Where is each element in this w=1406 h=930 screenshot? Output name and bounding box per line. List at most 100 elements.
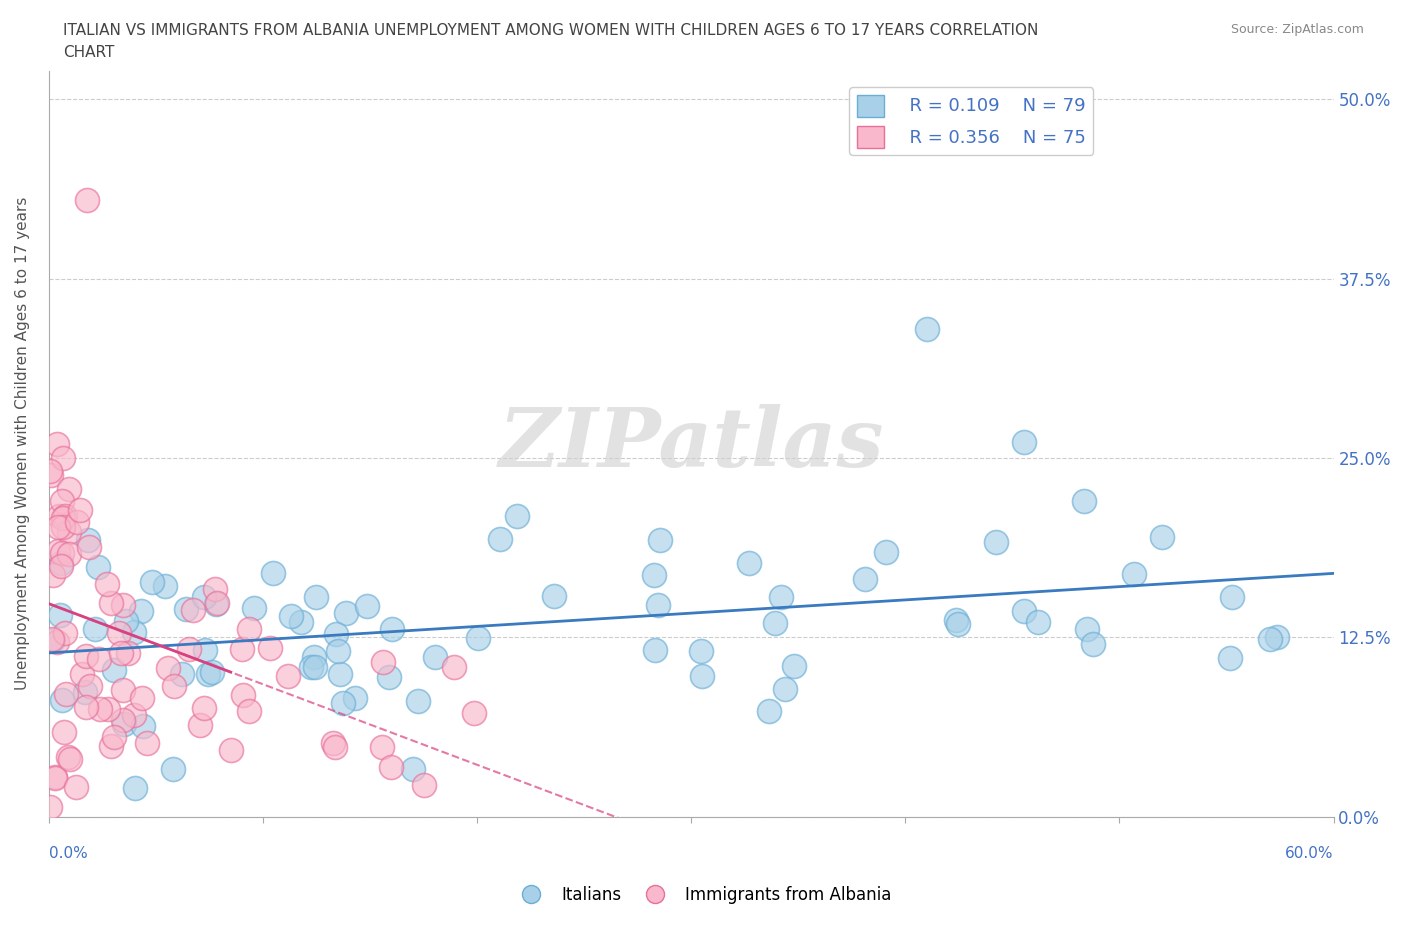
Y-axis label: Unemployment Among Women with Children Ages 6 to 17 years: Unemployment Among Women with Children A…: [15, 197, 30, 690]
Point: [111, 713, 134, 728]
Point: [647, 598, 669, 613]
Point: [373, 655, 395, 670]
Point: [1265, 630, 1288, 644]
Point: [100, 596, 122, 611]
Point: [371, 739, 394, 754]
Point: [153, 578, 176, 593]
Point: [305, 590, 328, 604]
Point: [853, 571, 876, 586]
Point: [467, 631, 489, 645]
Point: [75, 700, 97, 715]
Point: [488, 531, 510, 546]
Point: [1076, 621, 1098, 636]
Point: [259, 640, 281, 655]
Point: [945, 612, 967, 627]
Point: [769, 590, 792, 604]
Point: [335, 606, 357, 621]
Point: [193, 643, 215, 658]
Point: [122, 707, 145, 722]
Point: [51, 559, 73, 574]
Point: [44, 770, 66, 785]
Point: [129, 604, 152, 618]
Point: [1152, 529, 1174, 544]
Point: [207, 595, 229, 610]
Point: [117, 645, 139, 660]
Point: [49, 556, 72, 571]
Point: [97, 702, 120, 717]
Point: [83, 621, 105, 636]
Point: [773, 682, 796, 697]
Point: [65, 779, 87, 794]
Point: [193, 590, 215, 604]
Point: [58, 750, 80, 764]
Point: [690, 669, 713, 684]
Point: [103, 662, 125, 677]
Point: [131, 691, 153, 706]
Point: [1219, 650, 1241, 665]
Point: [690, 644, 713, 658]
Point: [42, 567, 65, 582]
Point: [156, 660, 179, 675]
Text: ITALIAN VS IMMIGRANTS FROM ALBANIA UNEMPLOYMENT AMONG WOMEN WITH CHILDREN AGES 6: ITALIAN VS IMMIGRANTS FROM ALBANIA UNEMP…: [63, 23, 1039, 38]
Point: [763, 616, 786, 631]
Point: [89, 701, 111, 716]
Legend:   R = 0.109    N = 79,   R = 0.356    N = 75: R = 0.109 N = 79, R = 0.356 N = 75: [849, 87, 1094, 154]
Point: [77, 532, 100, 547]
Point: [39, 468, 62, 483]
Point: [52, 511, 75, 525]
Point: [648, 533, 671, 548]
Point: [946, 617, 969, 631]
Point: [41, 631, 63, 646]
Point: [51, 546, 73, 561]
Point: [141, 575, 163, 590]
Point: [758, 703, 780, 718]
Point: [332, 696, 354, 711]
Point: [70, 666, 93, 681]
Point: [111, 598, 134, 613]
Text: Source: ZipAtlas.com: Source: ZipAtlas.com: [1230, 23, 1364, 36]
Point: [96, 577, 118, 591]
Point: [783, 659, 806, 674]
Point: [1014, 604, 1036, 618]
Point: [75, 684, 97, 699]
Point: [1258, 631, 1281, 646]
Point: [112, 716, 135, 731]
Point: [1026, 615, 1049, 630]
Point: [304, 660, 326, 675]
Point: [238, 621, 260, 636]
Point: [200, 664, 222, 679]
Point: [322, 736, 344, 751]
Point: [58, 751, 80, 766]
Point: [219, 743, 242, 758]
Point: [463, 705, 485, 720]
Point: [38, 463, 60, 478]
Point: [124, 780, 146, 795]
Point: [48, 509, 70, 524]
Point: [277, 669, 299, 684]
Point: [69, 502, 91, 517]
Point: [188, 717, 211, 732]
Point: [52, 520, 75, 535]
Point: [1012, 434, 1035, 449]
Point: [406, 694, 429, 709]
Point: [55, 686, 77, 701]
Point: [325, 626, 347, 641]
Point: [76, 193, 98, 207]
Point: [413, 777, 436, 792]
Point: [262, 565, 284, 580]
Point: [356, 599, 378, 614]
Point: [231, 642, 253, 657]
Text: CHART: CHART: [63, 45, 115, 60]
Point: [87, 559, 110, 574]
Point: [290, 615, 312, 630]
Point: [124, 625, 146, 640]
Point: [131, 719, 153, 734]
Point: [915, 322, 938, 337]
Point: [204, 582, 226, 597]
Point: [39, 799, 62, 814]
Point: [181, 603, 204, 618]
Point: [87, 652, 110, 667]
Point: [79, 678, 101, 693]
Point: [52, 451, 75, 466]
Point: [58, 482, 80, 497]
